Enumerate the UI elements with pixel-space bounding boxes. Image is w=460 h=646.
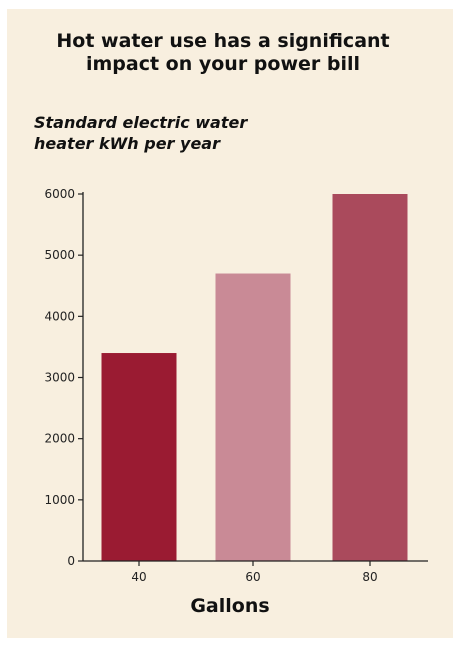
x-tick-label-80: 80: [362, 570, 377, 584]
chart-title-line-1: Hot water use has a significant: [56, 30, 390, 52]
chart-title: Hot water use has a significant impact o…: [0, 30, 446, 76]
y-tick-label-5000: 5000: [44, 248, 75, 262]
x-tick-label-60: 60: [245, 570, 260, 584]
chart-title-line-2: impact on your power bill: [85, 53, 361, 75]
y-tick-label-3000: 3000: [44, 371, 75, 385]
x-tick-label-40: 40: [131, 570, 146, 584]
y-tick-label-6000: 6000: [44, 187, 75, 201]
bar-80: [332, 194, 408, 561]
bar-60: [215, 273, 291, 561]
y-tick-label-1000: 1000: [44, 493, 75, 507]
chart-subtitle-line-1: Standard electric water: [34, 113, 248, 132]
chart-subtitle-line-2: heater kWh per year: [34, 134, 220, 153]
y-tick-label-2000: 2000: [44, 432, 75, 446]
y-tick-label-4000: 4000: [44, 309, 75, 323]
x-axis-label: Gallons: [190, 595, 270, 617]
chart-subtitle: Standard electric water heater kWh per y…: [34, 112, 334, 154]
bar-40: [101, 353, 177, 561]
y-tick-label-0: 0: [67, 554, 75, 568]
